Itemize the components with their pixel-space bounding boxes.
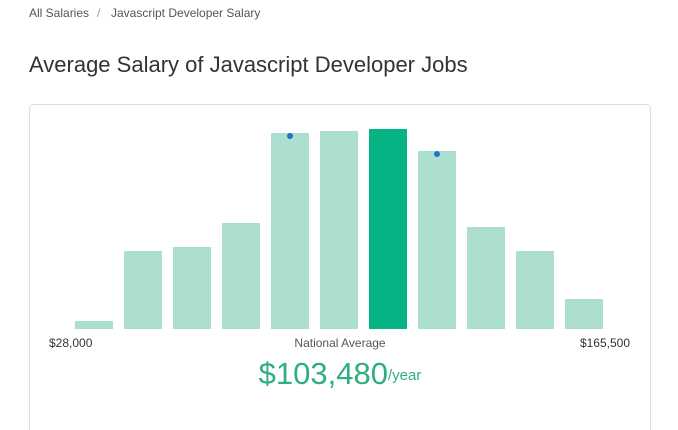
salary-amount: $103,480: [259, 356, 388, 391]
bar: [222, 223, 260, 329]
bar: [369, 129, 407, 329]
bar: [320, 131, 358, 329]
bar: [75, 321, 113, 329]
center-label: National Average: [294, 336, 386, 350]
bar: [271, 133, 309, 329]
breadcrumb-link[interactable]: All Salaries: [29, 6, 89, 20]
breadcrumb-separator: /: [97, 6, 101, 20]
bar: [467, 227, 505, 329]
bar: [173, 247, 211, 329]
marker: [434, 151, 440, 157]
max-label: $165,500: [580, 336, 630, 350]
bar: [418, 151, 456, 329]
page-title: Average Salary of Javascript Developer J…: [29, 52, 468, 77]
salary: $103,480/year: [259, 356, 422, 391]
breadcrumb-current: Javascript Developer Salary: [111, 6, 260, 20]
marker: [287, 133, 293, 139]
min-label: $28,000: [49, 336, 93, 350]
bar: [516, 251, 554, 329]
salary-unit: /year: [388, 367, 421, 384]
bar: [565, 299, 603, 329]
bar: [124, 251, 162, 329]
